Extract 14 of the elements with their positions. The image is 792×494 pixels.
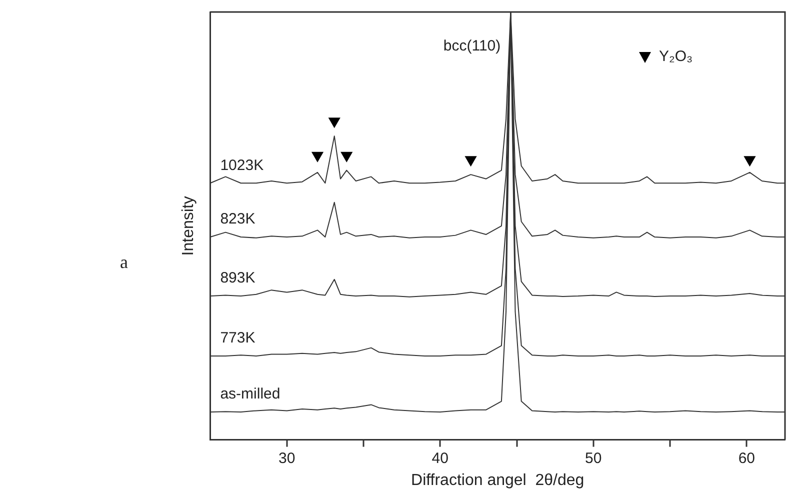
annotation: bcc(110) <box>443 37 501 54</box>
series-label: as-milled <box>220 386 280 403</box>
x-axis-title: Diffraction angel 2θ/deg <box>411 472 584 489</box>
y-axis-title: Intensity <box>180 196 198 256</box>
legend-label: Y₂O₃ <box>659 48 693 66</box>
x-tick-label: 50 <box>585 450 602 467</box>
series-label: 773K <box>220 330 256 347</box>
series-label: 823K <box>220 210 256 228</box>
x-tick-label: 40 <box>432 450 448 467</box>
x-tick-label: 30 <box>278 450 296 467</box>
text: a <box>120 252 128 273</box>
series-label: 1023K <box>220 156 264 174</box>
series-label: 893K <box>220 270 256 287</box>
x-tick-label: 60 <box>738 450 756 467</box>
